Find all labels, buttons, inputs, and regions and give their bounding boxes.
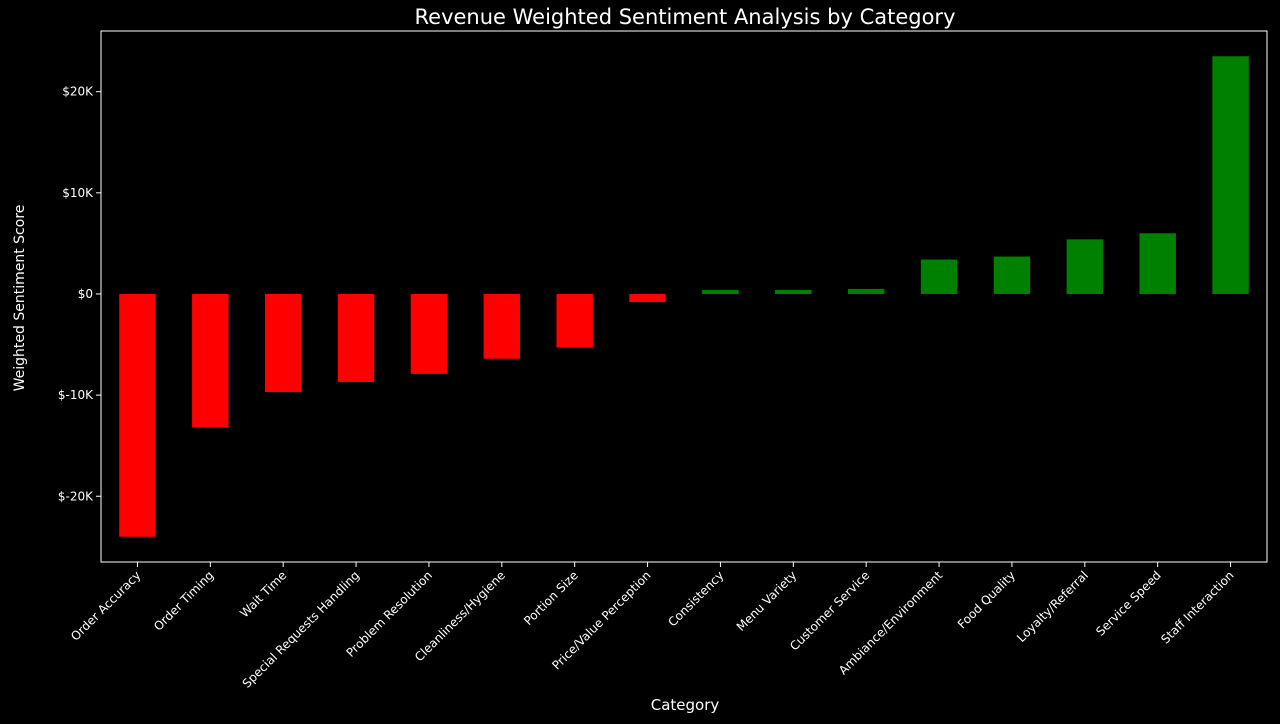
- x-tick-label: Menu Variety: [734, 568, 800, 634]
- x-tick-label: Service Speed: [1093, 568, 1164, 639]
- bar: [337, 293, 375, 382]
- y-tick-label: $10K: [62, 186, 94, 200]
- x-axis-label: Category: [651, 696, 720, 714]
- bar: [1066, 239, 1104, 294]
- bar: [1212, 56, 1249, 294]
- x-tick-label: Staff Interaction: [1158, 568, 1236, 646]
- x-tick-label: Consistency: [665, 568, 726, 629]
- plot-frame: [100, 30, 1268, 563]
- y-tick-label: $-10K: [58, 388, 94, 402]
- plot-area: $-20K $-10K $0 $10K $20K Order Accuracy Order …: [58, 30, 1268, 691]
- x-tick-label: Portion Size: [521, 568, 581, 628]
- x-tick-label: Wait Time: [237, 568, 289, 620]
- bar: [556, 293, 593, 348]
- bar: [629, 293, 666, 303]
- bar: [702, 289, 739, 294]
- bar: [410, 293, 448, 374]
- x-tick-label: Order Timing: [151, 568, 216, 633]
- bar: [264, 293, 302, 393]
- bar: [993, 256, 1031, 294]
- x-tick-label: Food Quality: [955, 568, 1018, 631]
- y-tick-label: $0: [78, 287, 93, 301]
- y-axis-label: Weighted Sentiment Score: [12, 205, 28, 392]
- bar: [119, 293, 156, 537]
- chart-title: Revenue Weighted Sentiment Analysis by C…: [415, 5, 956, 29]
- bar: [847, 288, 885, 294]
- y-tick-label: $-20K: [58, 489, 94, 503]
- x-tick-label: Special Requests Handling: [240, 568, 363, 691]
- x-tick-label: Order Accuracy: [68, 568, 143, 643]
- x-tick-label: Customer Service: [787, 568, 872, 653]
- bar: [192, 293, 229, 428]
- bar: [775, 289, 812, 294]
- x-tick-label: Loyalty/Referral: [1014, 568, 1091, 645]
- bar: [1139, 233, 1176, 294]
- bar: [483, 293, 521, 359]
- bar: [920, 259, 958, 294]
- y-tick-label: $20K: [62, 85, 94, 99]
